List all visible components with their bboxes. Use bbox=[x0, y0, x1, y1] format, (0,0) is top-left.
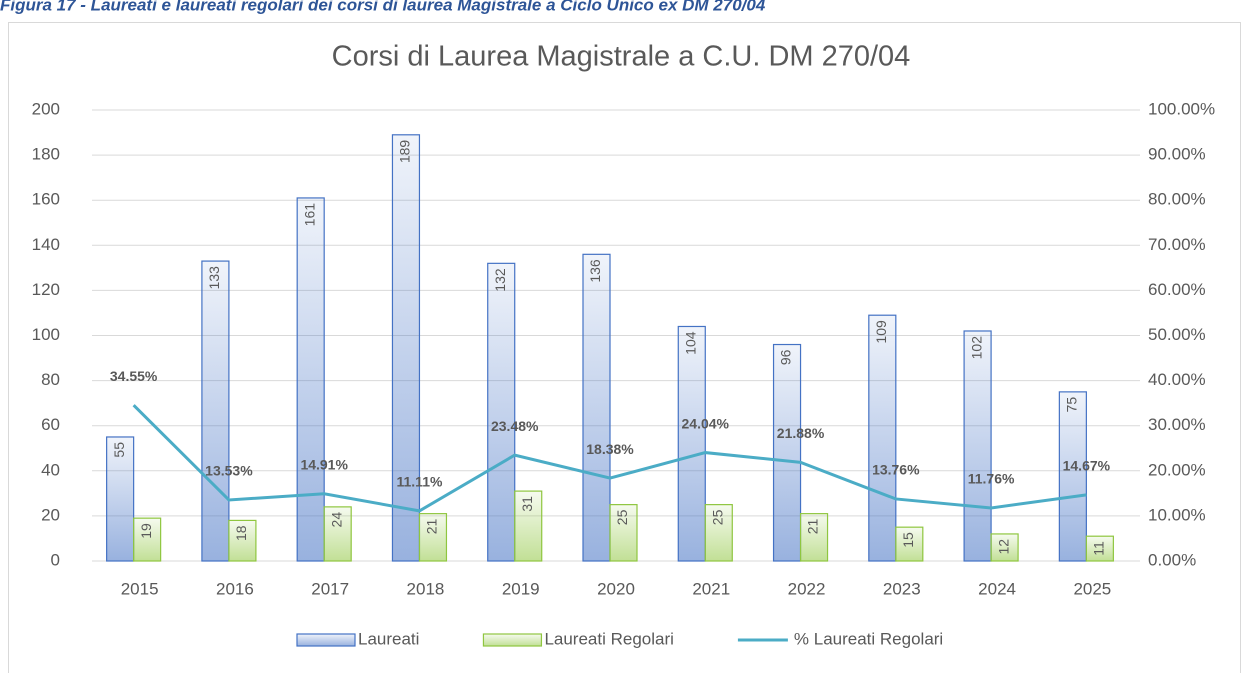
value-label: 15 bbox=[900, 532, 916, 548]
chart-title: Corsi di Laurea Magistrale a C.U. DM 270… bbox=[332, 41, 911, 73]
value-label: 21 bbox=[424, 518, 440, 534]
value-label: 18 bbox=[233, 525, 249, 541]
bar bbox=[391, 134, 421, 562]
y2-tick-label: 70.00% bbox=[1148, 235, 1206, 254]
value-label: 13.53% bbox=[205, 463, 253, 479]
value-label: 132 bbox=[492, 268, 508, 292]
bar bbox=[514, 490, 543, 562]
legend-swatch bbox=[482, 633, 543, 647]
value-label: 11 bbox=[1091, 541, 1107, 556]
bar bbox=[799, 513, 829, 562]
x-tick-label: 2020 bbox=[597, 579, 635, 598]
value-label: 21 bbox=[805, 518, 821, 534]
bar bbox=[868, 314, 897, 562]
x-tick-label: 2016 bbox=[216, 579, 254, 598]
x-tick-label: 2022 bbox=[788, 579, 826, 598]
value-label: 96 bbox=[778, 349, 794, 365]
x-tick-label: 2019 bbox=[502, 579, 540, 598]
y2-tick-label: 60.00% bbox=[1148, 280, 1206, 299]
bar bbox=[704, 504, 733, 562]
x-tick-label: 2025 bbox=[1073, 579, 1111, 598]
value-label: 18.38% bbox=[586, 441, 634, 457]
x-tick-label: 2024 bbox=[978, 579, 1016, 598]
y-tick-label: 200 bbox=[32, 99, 60, 118]
bar bbox=[133, 517, 162, 562]
value-label: 19 bbox=[138, 523, 154, 539]
y-tick-label: 80 bbox=[41, 370, 60, 389]
y-tick-label: 60 bbox=[41, 415, 60, 434]
y-tick-label: 40 bbox=[41, 460, 60, 479]
x-tick-label: 2018 bbox=[407, 579, 445, 598]
bar bbox=[106, 436, 135, 562]
bar bbox=[296, 197, 325, 562]
value-label: 25 bbox=[614, 509, 630, 525]
value-label: 14.67% bbox=[1063, 458, 1111, 474]
x-tick-label: 2021 bbox=[692, 579, 730, 598]
value-label: 34.55% bbox=[110, 368, 158, 384]
chart-frame bbox=[8, 22, 1241, 673]
value-label: 24 bbox=[328, 512, 344, 528]
bar bbox=[1058, 391, 1087, 562]
y2-tick-label: 0.00% bbox=[1148, 550, 1196, 569]
line bbox=[132, 404, 1087, 513]
y2-tick-label: 90.00% bbox=[1148, 145, 1206, 164]
bar bbox=[772, 343, 802, 562]
value-label: 31 bbox=[519, 496, 535, 512]
value-label: 14.91% bbox=[300, 456, 348, 472]
bar bbox=[582, 253, 611, 562]
bar bbox=[228, 519, 257, 562]
y2-tick-label: 40.00% bbox=[1148, 370, 1206, 389]
y-tick-label: 180 bbox=[32, 145, 60, 164]
value-label: 75 bbox=[1064, 397, 1080, 413]
x-tick-label: 2015 bbox=[121, 579, 159, 598]
legend-swatch bbox=[296, 633, 356, 647]
value-label: 104 bbox=[682, 331, 698, 355]
y2-tick-label: 50.00% bbox=[1148, 325, 1206, 344]
y2-tick-label: 20.00% bbox=[1148, 460, 1206, 479]
value-label: 25 bbox=[709, 509, 725, 525]
value-label: 11.76% bbox=[968, 471, 1015, 487]
bar bbox=[895, 526, 924, 562]
x-tick-label: 2017 bbox=[311, 579, 349, 598]
value-label: 133 bbox=[206, 266, 222, 290]
bar bbox=[1085, 535, 1114, 562]
y-tick-label: 100 bbox=[32, 325, 60, 344]
value-label: 12 bbox=[995, 539, 1011, 555]
y-tick-label: 140 bbox=[32, 235, 60, 254]
bar bbox=[201, 260, 230, 562]
y2-tick-label: 80.00% bbox=[1148, 190, 1206, 209]
value-label: 102 bbox=[968, 336, 984, 360]
y2-tick-label: 10.00% bbox=[1148, 505, 1206, 524]
value-label: 13.76% bbox=[872, 462, 920, 478]
x-tick-label: 2023 bbox=[883, 579, 921, 598]
value-label: 55 bbox=[111, 442, 127, 458]
value-label: 109 bbox=[873, 320, 889, 344]
bar bbox=[677, 325, 706, 562]
value-label: 23.48% bbox=[491, 418, 539, 434]
legend-label: Laureati Regolari bbox=[544, 629, 673, 648]
bar bbox=[990, 533, 1019, 562]
y-tick-label: 20 bbox=[41, 505, 60, 524]
legend-label: Laureati bbox=[358, 629, 419, 648]
value-label: 24.04% bbox=[682, 415, 730, 431]
bar bbox=[487, 262, 516, 562]
value-label: 161 bbox=[301, 203, 317, 227]
value-label: 11.11% bbox=[396, 474, 442, 490]
y-tick-label: 160 bbox=[32, 190, 60, 209]
value-label: 136 bbox=[587, 259, 603, 283]
value-label: 189 bbox=[397, 140, 413, 164]
y2-tick-label: 30.00% bbox=[1148, 415, 1206, 434]
figure-caption: Figura 17 - Laureati e laureati regolari… bbox=[0, 0, 766, 14]
value-label: 21.88% bbox=[777, 425, 825, 441]
y-tick-label: 120 bbox=[32, 280, 60, 299]
bar bbox=[963, 330, 992, 562]
y2-tick-label: 100.00% bbox=[1148, 99, 1215, 118]
bar bbox=[418, 513, 448, 562]
y-tick-label: 0 bbox=[51, 550, 60, 569]
bar bbox=[323, 506, 352, 562]
legend-label: % Laureati Regolari bbox=[794, 629, 943, 648]
bar bbox=[609, 504, 638, 562]
